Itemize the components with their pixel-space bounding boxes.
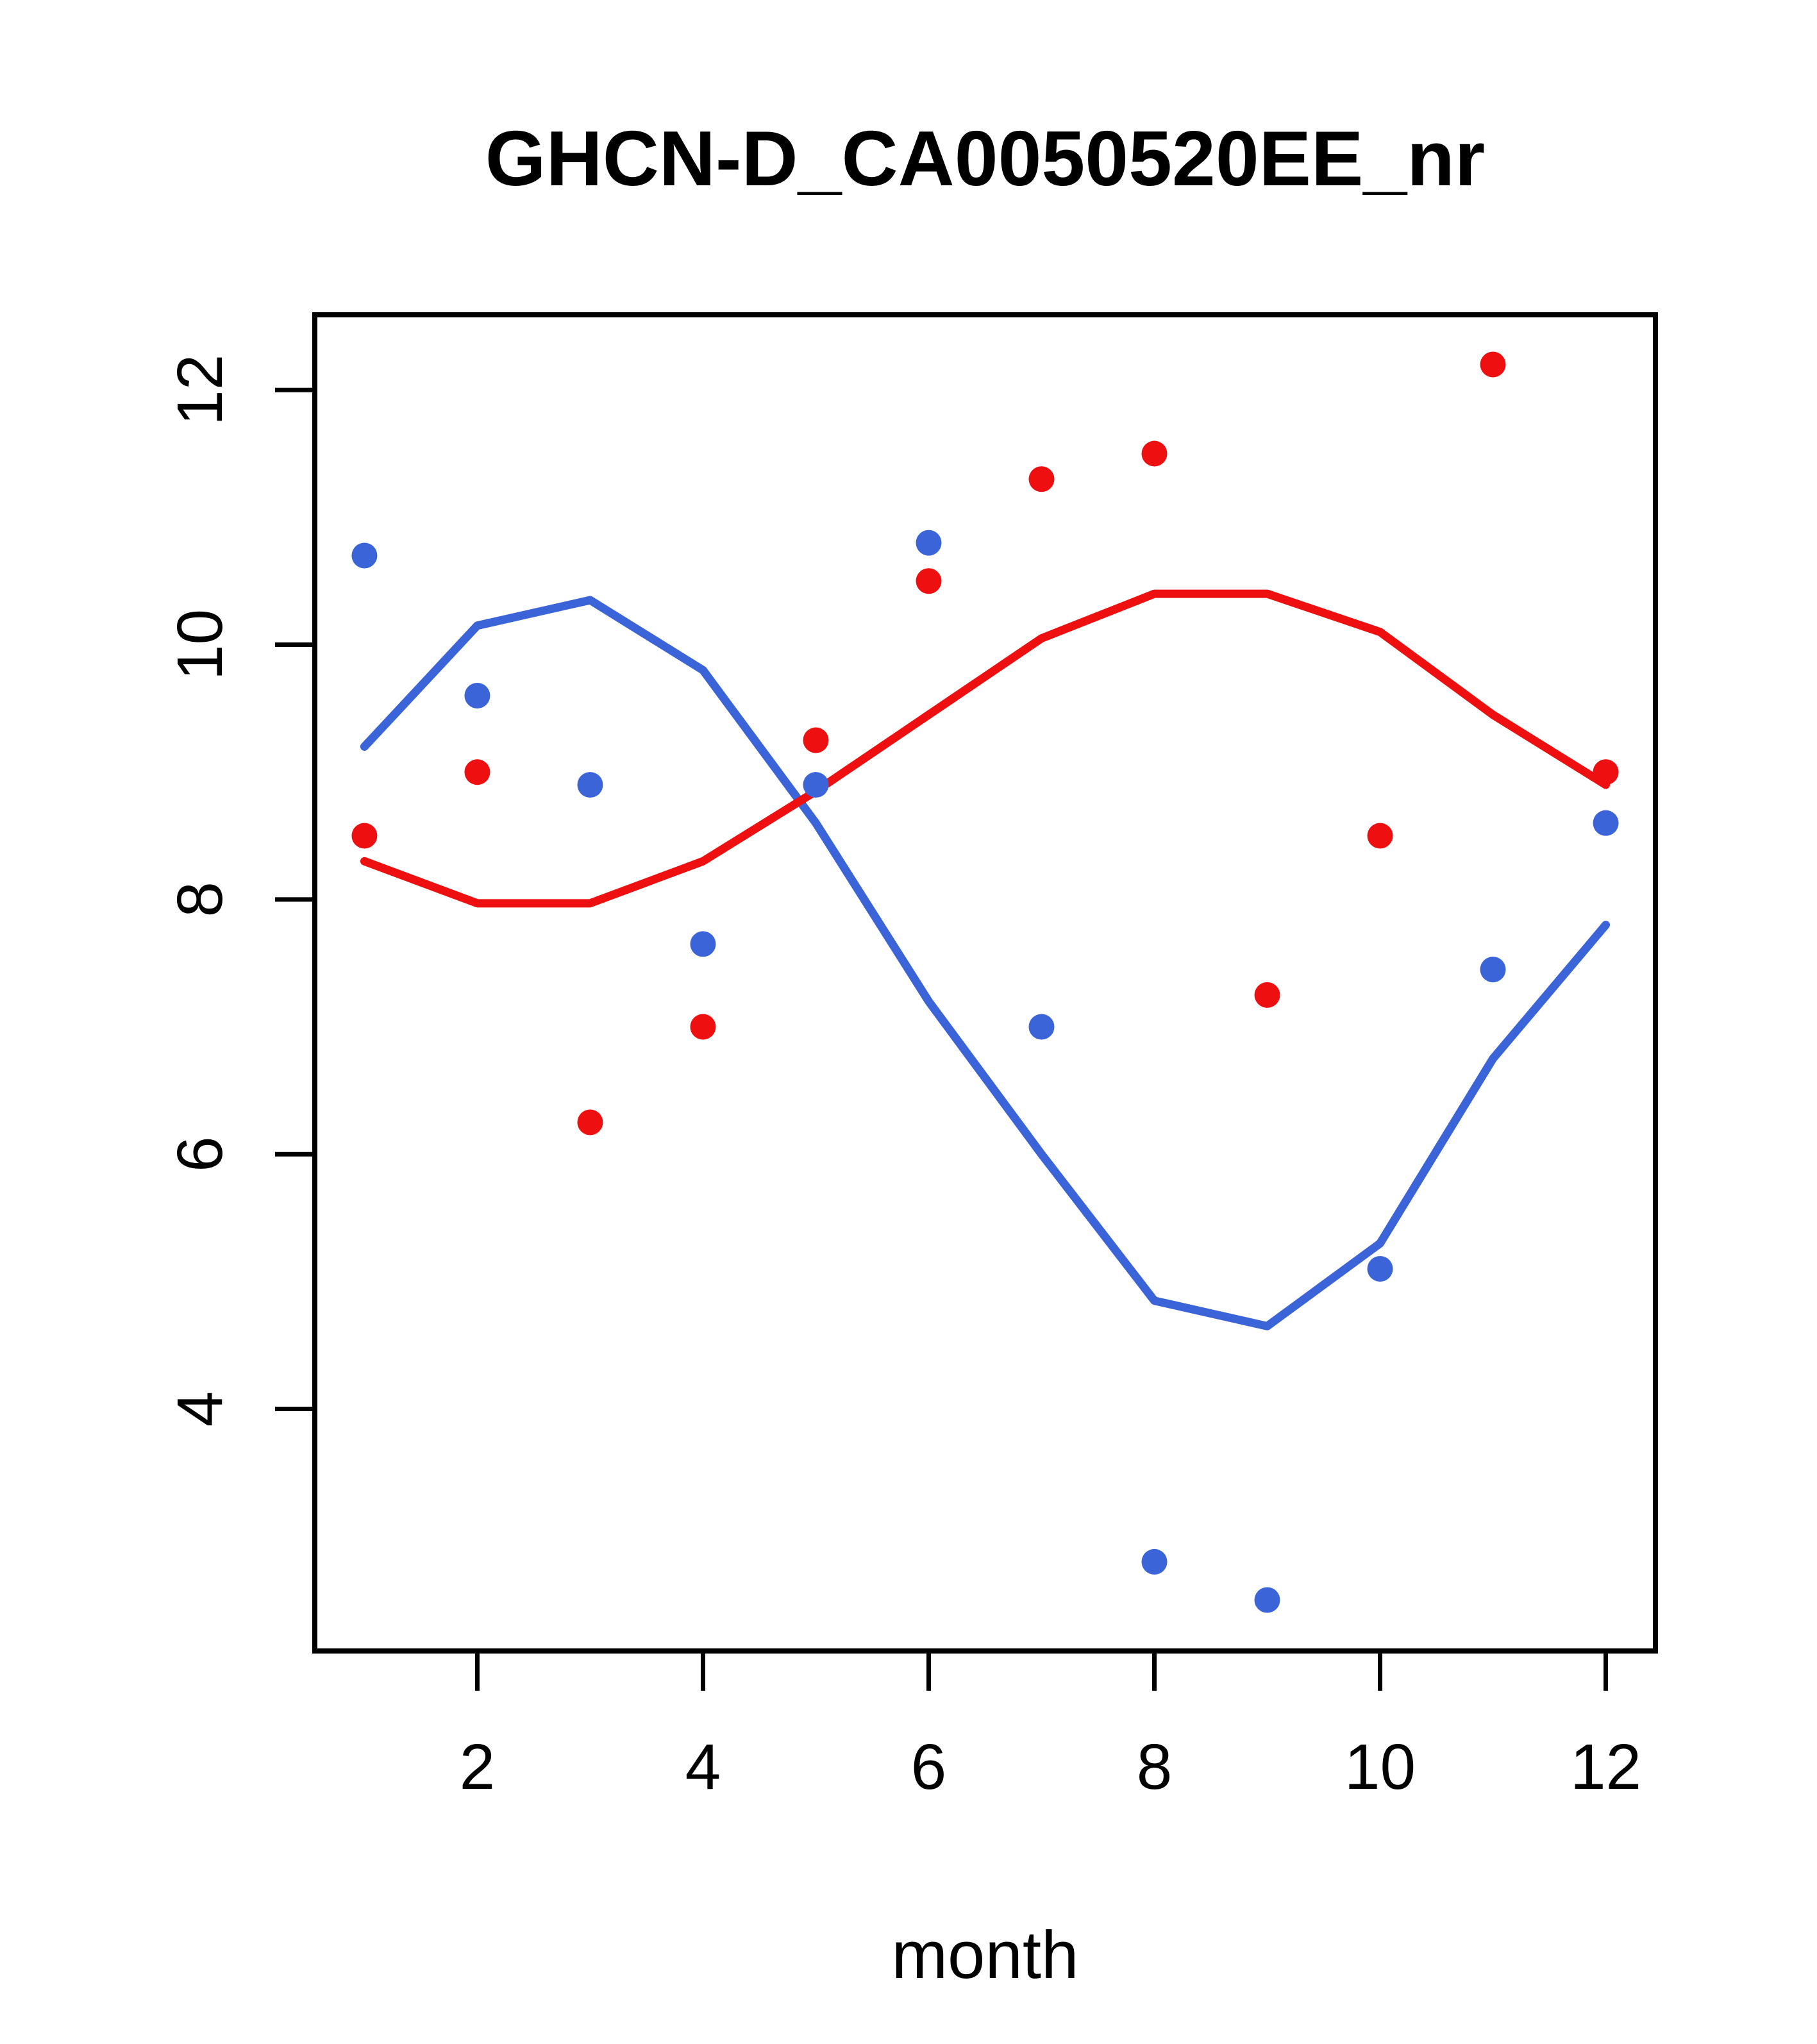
red-data-point xyxy=(1254,982,1280,1008)
plot-box xyxy=(312,312,1658,1654)
red-data-point xyxy=(1367,823,1393,849)
red-data-point xyxy=(464,759,490,785)
x-axis-tick-label: 8 xyxy=(1137,1731,1173,1803)
y-axis-tick-label: 4 xyxy=(164,1391,236,1427)
blue-data-point xyxy=(1254,1587,1280,1613)
blue-data-point xyxy=(690,931,716,957)
x-axis-tick-label: 4 xyxy=(685,1731,721,1803)
y-axis-tick-label: 6 xyxy=(164,1136,236,1172)
red-data-point xyxy=(1480,351,1506,378)
red-data-point xyxy=(1141,440,1168,467)
x-axis-tick-label: 2 xyxy=(460,1731,496,1803)
y-axis-tick-label: 10 xyxy=(164,609,236,680)
blue-data-point xyxy=(1028,1014,1055,1040)
x-axis-tick-label: 10 xyxy=(1344,1731,1416,1803)
red-data-point xyxy=(1028,466,1055,492)
y-axis-tick-label: 12 xyxy=(164,355,236,426)
chart-title: GHCN-D_CA0050520EE_nr xyxy=(485,115,1486,202)
blue-data-point xyxy=(803,772,829,798)
blue-data-point xyxy=(351,542,378,569)
blue-data-point xyxy=(1367,1256,1393,1282)
y-axis-tick-label: 8 xyxy=(164,882,236,917)
blue-data-point xyxy=(577,772,603,798)
red-data-point xyxy=(803,727,829,753)
red-smooth-line xyxy=(360,589,1611,908)
x-axis-tick-label: 6 xyxy=(911,1731,947,1803)
red-data-point xyxy=(1593,759,1619,785)
x-axis-tick-label: 12 xyxy=(1570,1731,1641,1803)
red-data-point xyxy=(577,1109,603,1135)
red-data-point xyxy=(690,1014,716,1040)
blue-data-point xyxy=(916,530,942,556)
blue-data-point xyxy=(1480,957,1506,983)
blue-smooth-line xyxy=(360,596,1611,1330)
blue-data-point xyxy=(1141,1548,1168,1575)
red-data-point xyxy=(351,823,378,849)
red-data-point xyxy=(916,568,942,594)
blue-data-point xyxy=(464,683,490,709)
x-axis-label: month xyxy=(891,1918,1079,1993)
blue-data-point xyxy=(1593,810,1619,836)
